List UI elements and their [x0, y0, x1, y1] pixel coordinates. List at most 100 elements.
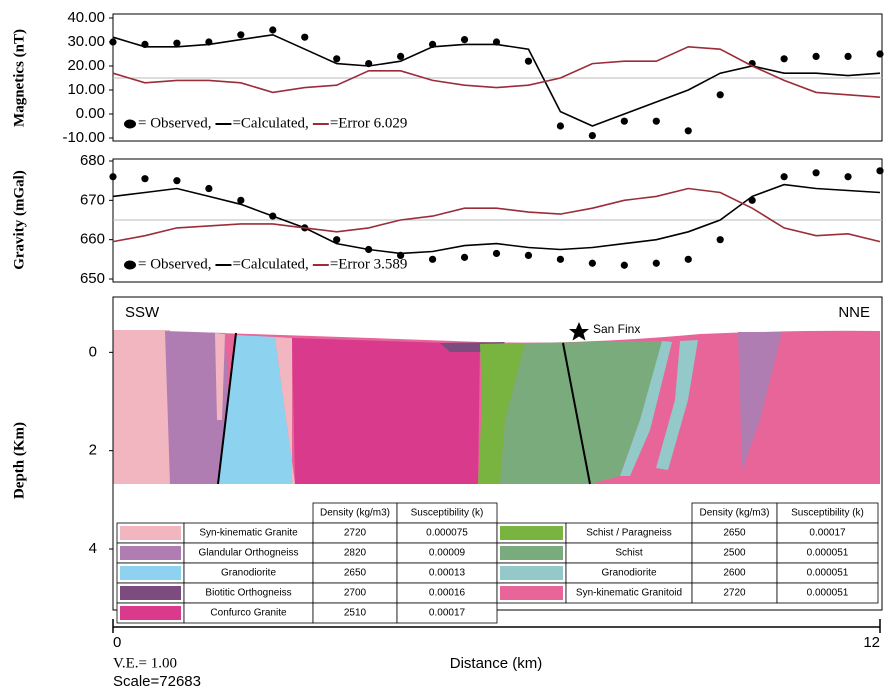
table-header: Susceptibility (k) [791, 508, 864, 519]
unit-susceptibility: 0.00016 [429, 588, 466, 599]
observed-dot [301, 34, 308, 41]
y-tick-label: 10.00 [67, 81, 105, 98]
observed-dot [653, 118, 660, 125]
table-header: Density (kg/m3) [320, 508, 390, 519]
table-header: Susceptibility (k) [411, 508, 484, 519]
unit-density: 2510 [344, 608, 367, 619]
unit-swatch [120, 586, 181, 600]
observed-dot [461, 254, 468, 261]
observed-dot [844, 173, 851, 180]
y-tick-label: 20.00 [67, 57, 105, 74]
legend-label: =Calculated, [232, 115, 308, 131]
observed-dot [589, 132, 596, 139]
observed-dot [685, 256, 692, 263]
observed-dot [621, 262, 628, 269]
unit-susceptibility: 0.00009 [429, 548, 466, 559]
unit-name: Syn-kinematic Granite [199, 528, 298, 539]
observed-dot [844, 53, 851, 60]
unit-susceptibility: 0.000051 [807, 568, 849, 579]
observed-dot [717, 91, 724, 98]
legend-table: Density (kg/m3) Susceptibility (k) Syn-kin… [117, 503, 878, 623]
unit-swatch [500, 586, 563, 600]
observed-dot [717, 236, 724, 243]
site-label: San Finx [593, 322, 640, 336]
observed-dot [173, 40, 180, 47]
unit-name: Granodiorite [601, 568, 656, 579]
legend-label: = Observed, [138, 115, 211, 131]
observed-dot [685, 127, 692, 134]
direction-label: NNE [838, 304, 870, 321]
unit-susceptibility: 0.00017 [429, 608, 466, 619]
observed-dot [237, 197, 244, 204]
unit-susceptibility: 0.000051 [807, 548, 849, 559]
y-tick-label: 30.00 [67, 33, 105, 50]
section-geology [113, 322, 880, 484]
y-tick-label: 660 [80, 231, 105, 248]
unit-density: 2820 [344, 548, 367, 559]
series-line [113, 47, 880, 97]
direction-label: SSW [125, 304, 160, 321]
observed-dot [525, 252, 532, 259]
unit-name: Biotitic Orthogneiss [205, 588, 291, 599]
y-tick-label: -10.00 [62, 129, 105, 146]
figure: 40.00 30.00 20.00 10.00 0.00 -10.00 Magnetics … [0, 0, 890, 690]
unit-susceptibility: 0.00013 [429, 568, 466, 579]
legend-dot [124, 261, 136, 270]
unit-name: Granodiorite [221, 568, 276, 579]
series-line [113, 185, 880, 254]
y-tick-label: 670 [80, 191, 105, 208]
unit-density: 2720 [344, 528, 367, 539]
observed-dot [173, 177, 180, 184]
observed-dot [333, 55, 340, 62]
y-tick-label: 40.00 [67, 9, 105, 26]
y-axis-title: Depth (Km) [11, 422, 27, 499]
observed-dot [621, 118, 628, 125]
unit-name: Confurco Granite [210, 608, 287, 619]
unit-susceptibility: 0.000075 [426, 528, 468, 539]
observed-dot [876, 50, 883, 57]
note: V.E.= 1.00 [113, 655, 177, 671]
observed-dot [237, 31, 244, 38]
observed-dot [109, 38, 116, 45]
page: 40.00 30.00 20.00 10.00 0.00 -10.00 Magnetics … [0, 0, 890, 690]
observed-dot [269, 26, 276, 33]
unit-swatch [500, 526, 563, 540]
observed-dot [781, 55, 788, 62]
x-tick-label: 0 [113, 634, 121, 651]
unit-name: Glandular Orthogneiss [198, 548, 298, 559]
legend-label: =Error 3.589 [330, 256, 408, 272]
x-tick-label: 12 [863, 634, 880, 651]
unit-swatch [120, 546, 181, 560]
observed-dot [876, 167, 883, 174]
y-tick-label: 0 [89, 343, 97, 360]
observed-dot [812, 169, 819, 176]
legend-label: = Observed, [138, 256, 211, 272]
series-line [113, 35, 880, 126]
y-tick-label: 2 [89, 442, 97, 459]
observed-dot [557, 122, 564, 129]
unit-swatch [120, 526, 181, 540]
y-axis-title: Gravity (mGal) [11, 170, 27, 270]
table-header: Density (kg/m3) [699, 508, 769, 519]
observed-dot [109, 173, 116, 180]
unit-swatch [500, 546, 563, 560]
legend-dot [124, 120, 136, 129]
series-line [113, 189, 880, 242]
observed-dot [205, 185, 212, 192]
legend-label: =Calculated, [232, 256, 308, 272]
unit-swatch [120, 566, 181, 580]
legend-label: =Error 6.029 [330, 115, 408, 131]
unit-susceptibility: 0.00017 [809, 528, 846, 539]
y-tick-label: 650 [80, 270, 105, 287]
observed-dot [589, 260, 596, 267]
y-axis-title: Magnetics (nT) [11, 29, 27, 127]
observed-dot [557, 256, 564, 263]
observed-dot [141, 175, 148, 182]
note: Scale=72683 [113, 673, 201, 690]
observed-dot [493, 250, 500, 257]
observed-dot [525, 58, 532, 65]
unit-swatch [500, 566, 563, 580]
x-axis-title: Distance (km) [450, 655, 543, 672]
y-tick-label: 0.00 [76, 105, 105, 122]
y-tick-label: 4 [89, 540, 97, 557]
